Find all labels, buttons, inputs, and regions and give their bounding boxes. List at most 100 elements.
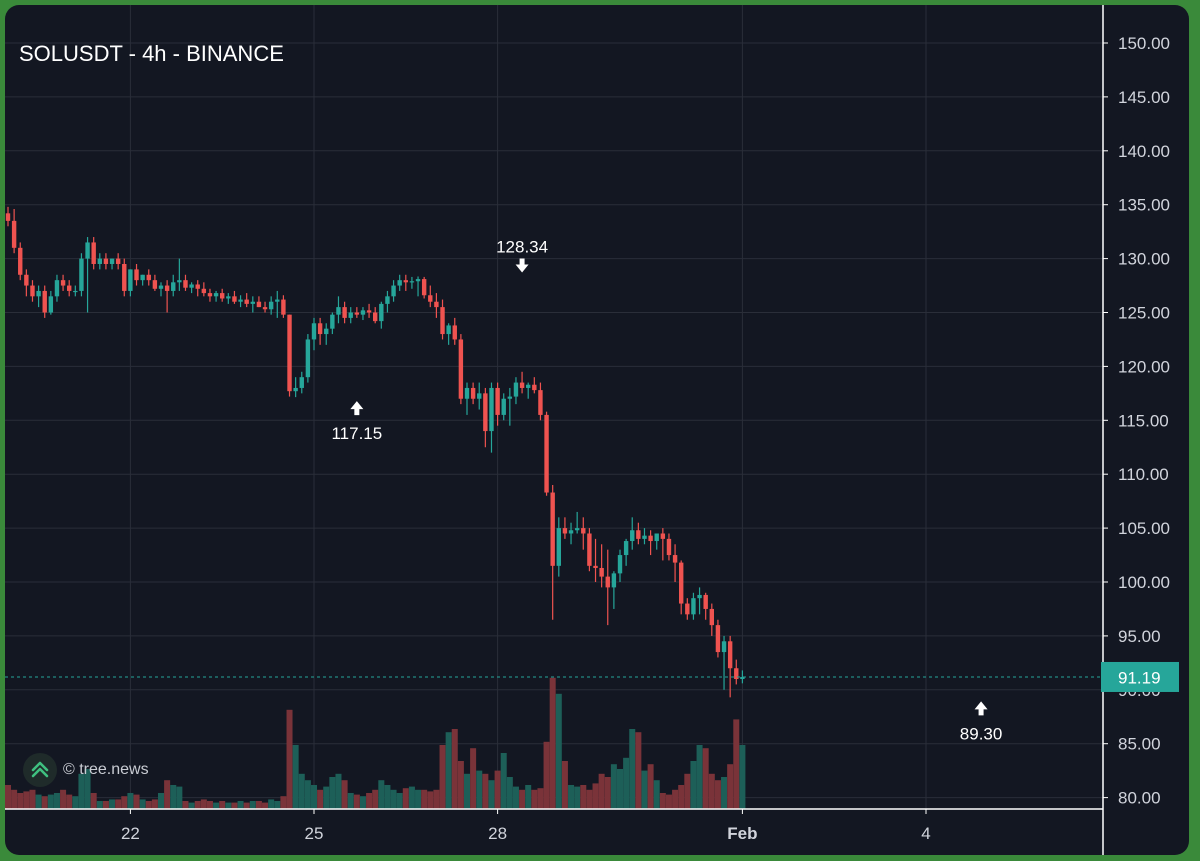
volume-bar xyxy=(102,801,109,809)
volume-bar xyxy=(255,801,262,809)
volume-bar xyxy=(164,780,171,809)
volume-bar xyxy=(151,799,158,809)
candle-body xyxy=(11,220,17,248)
candle-body xyxy=(54,280,60,297)
candle xyxy=(446,323,451,345)
volume-bar xyxy=(115,799,122,809)
candle xyxy=(715,619,721,658)
volume-bar xyxy=(29,789,36,809)
volume-bars xyxy=(5,677,746,809)
volume-bar xyxy=(298,773,305,809)
candle xyxy=(379,301,384,329)
volume-bar xyxy=(188,802,195,809)
candle xyxy=(250,296,255,313)
candle xyxy=(201,282,207,297)
candle xyxy=(268,296,274,315)
candle xyxy=(734,659,739,685)
volume-bar xyxy=(41,796,48,809)
candle-body xyxy=(18,247,23,275)
volume-bar xyxy=(464,773,470,809)
volume-bar xyxy=(11,789,18,809)
volume-bar xyxy=(580,785,587,809)
candle xyxy=(342,301,347,324)
candle-body xyxy=(593,565,598,568)
volume-bar xyxy=(445,732,452,809)
candle xyxy=(599,544,604,588)
volume-bar xyxy=(500,753,507,809)
candle-body xyxy=(385,296,390,304)
candle-body xyxy=(483,393,488,432)
candle xyxy=(550,484,555,620)
candle xyxy=(483,387,488,448)
candle xyxy=(532,377,537,394)
volume-bar xyxy=(194,801,201,809)
volume-bar xyxy=(739,745,746,809)
candle-body xyxy=(550,492,555,566)
volume-bar xyxy=(237,801,244,809)
volume-bar xyxy=(592,783,599,809)
volume-bar xyxy=(292,745,299,809)
volume-bar xyxy=(641,770,648,809)
candle xyxy=(158,282,164,297)
candle xyxy=(171,274,176,297)
volume-bar xyxy=(145,801,152,809)
volume-bar xyxy=(598,773,605,809)
candle-body xyxy=(85,242,90,259)
candle-body xyxy=(268,301,274,310)
volume-bar xyxy=(127,793,134,809)
candle-body xyxy=(177,280,182,283)
candle xyxy=(397,274,402,291)
candle-body xyxy=(409,281,415,283)
candle xyxy=(73,285,78,297)
candle xyxy=(256,296,262,308)
candle xyxy=(666,533,672,561)
candle xyxy=(360,307,366,321)
candle xyxy=(330,312,335,335)
candle-body xyxy=(348,312,353,318)
candle-body xyxy=(691,598,696,615)
candle-body xyxy=(67,285,72,291)
volume-bar xyxy=(457,761,464,809)
volume-bar xyxy=(35,794,42,809)
candle xyxy=(226,293,231,304)
candlestick-chart[interactable]: 128.34 117.15 89.30 150.00 145.00 140.00 135.0… xyxy=(5,5,1189,855)
arrow-up-icon xyxy=(350,401,364,416)
candle-body xyxy=(262,307,268,310)
candle xyxy=(513,377,519,405)
volume-bar xyxy=(433,789,440,809)
annotation-label: 128.34 xyxy=(496,237,548,256)
volume-bar xyxy=(335,773,342,809)
candle xyxy=(507,387,513,426)
candle xyxy=(238,295,243,308)
candle xyxy=(91,237,96,270)
candle xyxy=(697,587,702,615)
volume-bar xyxy=(139,799,146,809)
volume-bar xyxy=(274,801,281,809)
volume-bar xyxy=(684,773,691,809)
candle xyxy=(691,592,696,620)
candle xyxy=(299,371,304,394)
candle xyxy=(703,592,708,620)
candle-body xyxy=(354,312,360,315)
candle-body xyxy=(91,242,96,264)
candle xyxy=(18,242,23,281)
volume-bar xyxy=(604,777,611,809)
candle-body xyxy=(30,285,35,297)
y-tick-label: 150.00 xyxy=(1118,34,1170,53)
candle-body xyxy=(287,314,292,392)
volume-bar xyxy=(206,801,213,809)
candle xyxy=(593,538,598,582)
candle-body xyxy=(158,285,164,289)
candle xyxy=(679,560,684,615)
volume-bar xyxy=(721,777,728,809)
candle xyxy=(434,293,439,318)
volume-bar xyxy=(623,757,630,809)
candles xyxy=(5,206,745,698)
candle xyxy=(220,288,225,302)
candle-body xyxy=(171,282,176,291)
candle-body xyxy=(324,328,329,335)
candle-body xyxy=(299,377,304,388)
candle xyxy=(36,285,41,308)
candle-body xyxy=(42,290,47,313)
candle-body xyxy=(73,290,78,293)
